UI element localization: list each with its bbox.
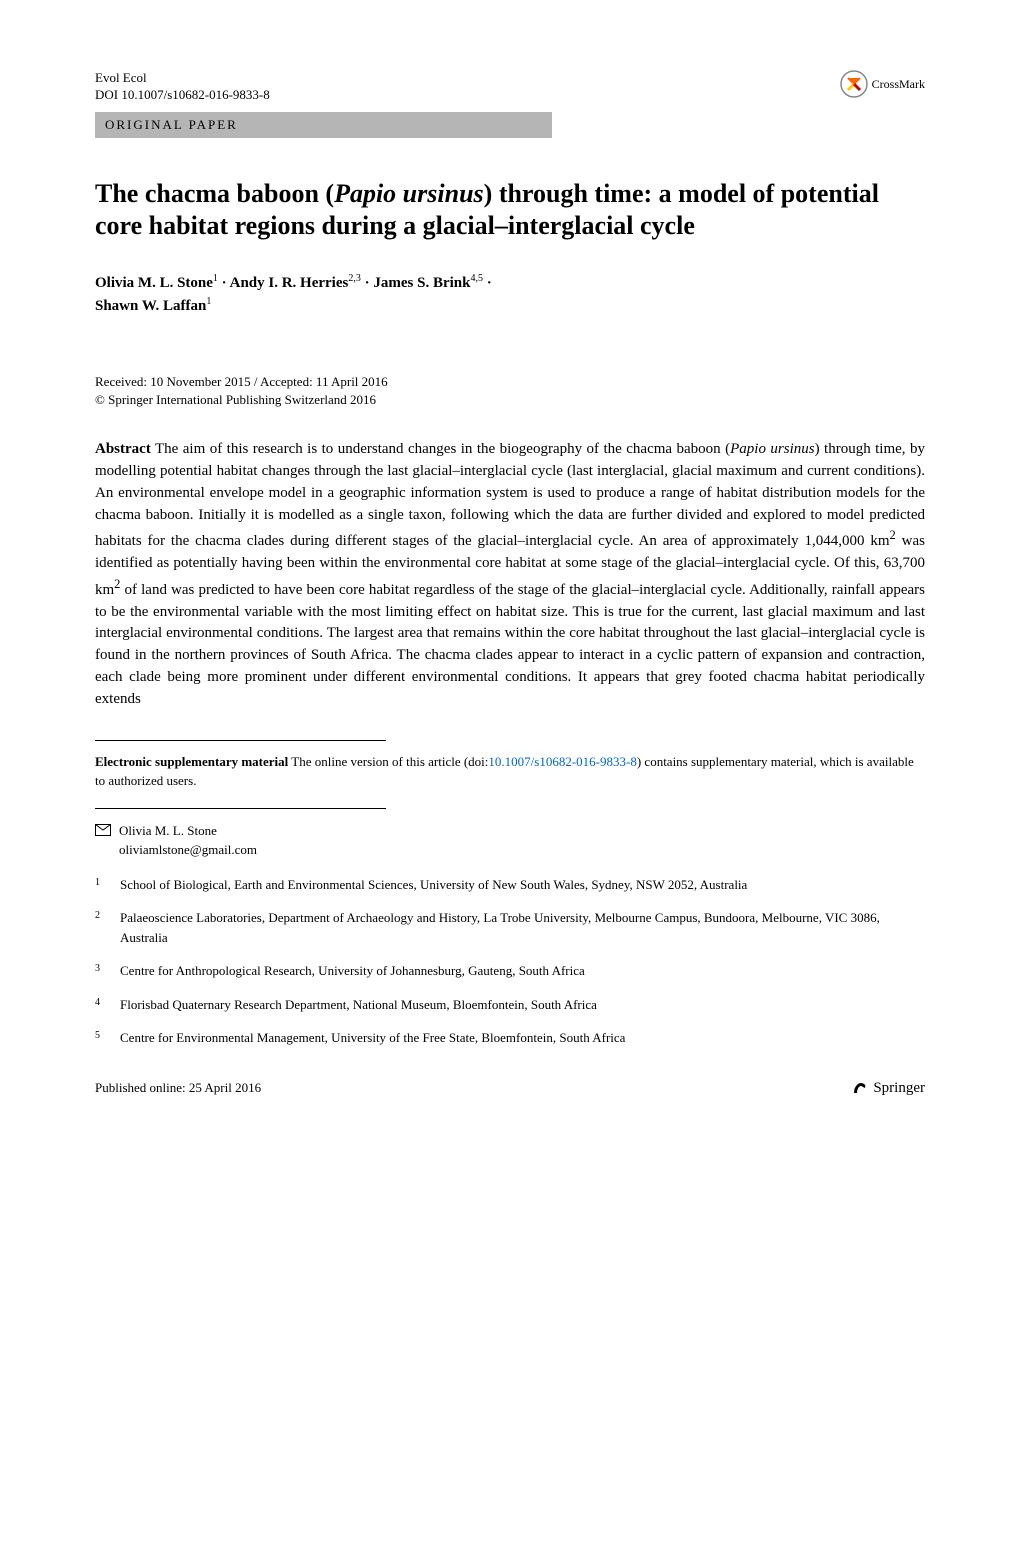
affiliation-num: 2 (95, 908, 100, 947)
affiliation-item: 3 Centre for Anthropological Research, U… (95, 961, 925, 981)
abstract-text-1: The aim of this research is to understan… (151, 441, 730, 457)
crossmark-icon (840, 70, 868, 98)
published-date: Published online: 25 April 2016 (95, 1079, 261, 1097)
affiliation-text: Palaeoscience Laboratories, Department o… (120, 908, 925, 947)
journal-name: Evol Ecol (95, 70, 270, 87)
mail-icon (95, 824, 111, 836)
correspondence-section: Olivia M. L. Stone oliviamlstone@gmail.c… (95, 821, 925, 860)
paper-type-bar: ORIGINAL PAPER (95, 112, 552, 138)
springer-logo: Springer (851, 1078, 925, 1099)
springer-horse-icon (851, 1079, 869, 1097)
affiliation-item: 4 Florisbad Quaternary Research Departme… (95, 995, 925, 1015)
affiliation-text: Florisbad Quaternary Research Department… (120, 995, 597, 1015)
title-italic: Papio ursinus (334, 179, 484, 208)
supplementary-label: Electronic supplementary material (95, 754, 288, 769)
supplementary-link[interactable]: 10.1007/s10682-016-9833-8 (488, 754, 636, 769)
correspondence-email: oliviamlstone@gmail.com (119, 840, 257, 860)
author-4-sup: 1 (206, 296, 211, 307)
received-accepted-date: Received: 10 November 2015 / Accepted: 1… (95, 373, 925, 391)
authors-list: Olivia M. L. Stone 1 · Andy I. R. Herries… (95, 271, 925, 318)
journal-info: Evol Ecol DOI 10.1007/s10682-016-9833-8 (95, 70, 270, 104)
publisher-name: Springer (873, 1078, 925, 1099)
affiliation-text: School of Biological, Earth and Environm… (120, 875, 747, 895)
correspondence-details: Olivia M. L. Stone oliviamlstone@gmail.c… (119, 821, 257, 860)
paper-title: The chacma baboon (Papio ursinus) throug… (95, 178, 925, 243)
author-separator: · (361, 275, 374, 291)
title-part1: The chacma baboon ( (95, 179, 334, 208)
copyright-text: © Springer International Publishing Swit… (95, 391, 925, 409)
supplementary-section: Electronic supplementary material The on… (95, 753, 925, 789)
author-separator: · (218, 275, 230, 291)
abstract-text-2: ) through time, by modelling potential h… (95, 441, 925, 549)
abstract-italic-1: Papio ursinus (730, 441, 814, 457)
affiliation-num: 4 (95, 995, 100, 1015)
abstract-label: Abstract (95, 441, 151, 457)
abstract-text-4: of land was predicted to have been core … (95, 582, 925, 707)
footer-section: Published online: 25 April 2016 Springer (95, 1078, 925, 1099)
affiliation-num: 3 (95, 961, 100, 981)
affiliation-text: Centre for Anthropological Research, Uni… (120, 961, 585, 981)
author-3-name: James S. Brink (373, 275, 470, 291)
affiliation-text: Centre for Environmental Management, Uni… (120, 1028, 625, 1048)
doi-text: DOI 10.1007/s10682-016-9833-8 (95, 87, 270, 104)
crossmark-label: CrossMark (872, 76, 925, 93)
divider-line-2 (95, 808, 386, 809)
dates-section: Received: 10 November 2015 / Accepted: 1… (95, 373, 925, 409)
author-3-sup: 4,5 (470, 273, 483, 284)
affiliation-item: 5 Centre for Environmental Management, U… (95, 1028, 925, 1048)
author-2-sup: 2,3 (348, 273, 361, 284)
correspondence-name: Olivia M. L. Stone (119, 821, 257, 841)
crossmark-badge[interactable]: CrossMark (840, 70, 925, 98)
supplementary-text-1: The online version of this article (doi: (288, 754, 488, 769)
affiliation-item: 2 Palaeoscience Laboratories, Department… (95, 908, 925, 947)
affiliation-item: 1 School of Biological, Earth and Enviro… (95, 875, 925, 895)
author-1-name: Olivia M. L. Stone (95, 275, 213, 291)
author-4-name: Shawn W. Laffan (95, 298, 206, 314)
abstract-section: Abstract The aim of this research is to … (95, 439, 925, 710)
author-separator: · (483, 275, 492, 291)
author-2-name: Andy I. R. Herries (230, 275, 349, 291)
affiliation-num: 5 (95, 1028, 100, 1048)
divider-line (95, 740, 386, 741)
affiliation-num: 1 (95, 875, 100, 895)
header-section: Evol Ecol DOI 10.1007/s10682-016-9833-8 … (95, 70, 925, 104)
affiliations-list: 1 School of Biological, Earth and Enviro… (95, 875, 925, 1048)
